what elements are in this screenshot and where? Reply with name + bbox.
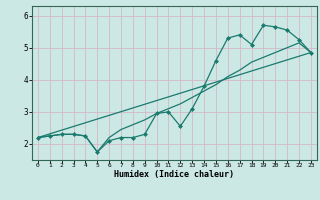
X-axis label: Humidex (Indice chaleur): Humidex (Indice chaleur) — [115, 170, 234, 179]
